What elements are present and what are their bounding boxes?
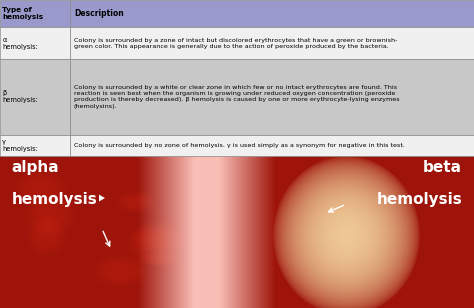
Text: Colony is surrounded by no zone of hemolysis. γ is used simply as a synonym for : Colony is surrounded by no zone of hemol…	[74, 143, 405, 148]
Text: β
hemolysis:: β hemolysis:	[2, 90, 38, 103]
Text: Type of
hemolysis: Type of hemolysis	[2, 7, 44, 20]
Bar	[70, 135, 474, 156]
Bar	[70, 27, 474, 59]
Text: Colony is surrounded by a zone of intact but discolored erythrocytes that have a: Colony is surrounded by a zone of intact…	[74, 38, 397, 49]
Text: γ
hemolysis:: γ hemolysis:	[2, 139, 38, 152]
Bar	[0, 0, 70, 27]
Bar	[70, 0, 474, 27]
Text: hemolysis: hemolysis	[376, 192, 462, 207]
Text: beta: beta	[423, 160, 462, 175]
Bar	[70, 59, 474, 135]
Text: α
hemolysis:: α hemolysis:	[2, 37, 38, 50]
Bar	[0, 59, 70, 135]
Text: hemolysis‣: hemolysis‣	[12, 192, 107, 207]
Text: alpha: alpha	[12, 160, 59, 175]
Text: Colony is surrounded by a white or clear zone in which few or no intact erythroc: Colony is surrounded by a white or clear…	[74, 85, 400, 109]
Bar	[0, 135, 70, 156]
Text: Description: Description	[74, 9, 124, 18]
Bar	[0, 27, 70, 59]
